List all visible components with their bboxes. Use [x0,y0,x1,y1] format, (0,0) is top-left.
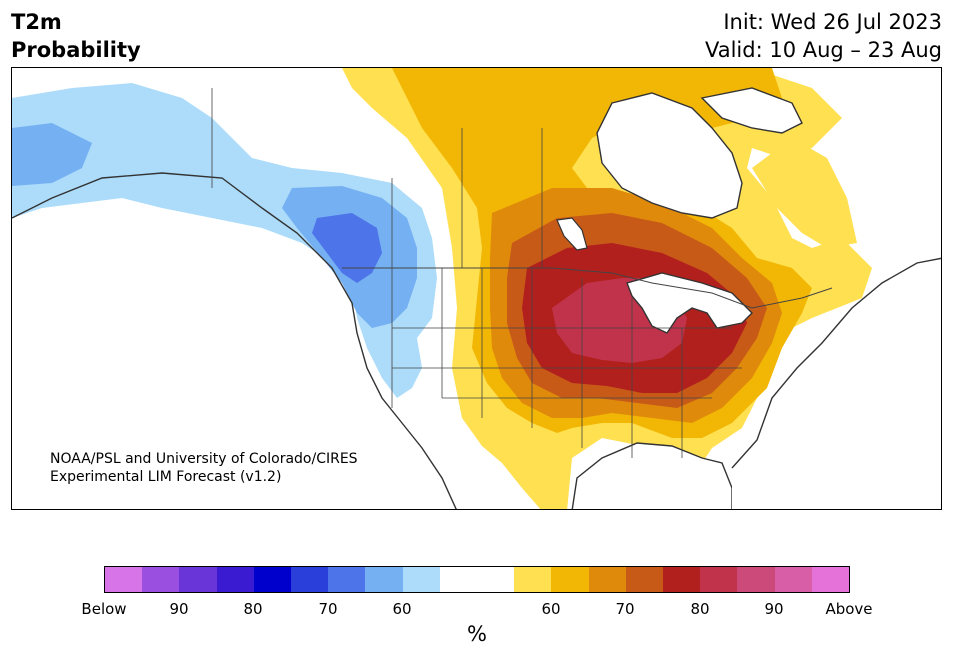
credit-text: NOAA/PSL and University of Colorado/CIRE… [50,450,358,486]
colorbar-segment [477,567,515,592]
east-coastline [731,257,941,469]
colorbar-segment [551,567,589,592]
colorbar-segment [663,567,701,592]
valid-range: Valid: 10 Aug – 23 Aug [704,38,942,62]
state-lines [391,268,742,458]
colorbar-segment [625,567,664,592]
colorbar-segment [291,567,329,592]
hudson-strait [700,87,803,134]
hudson-bay [596,92,743,219]
tick-above-90: 90 [764,600,784,618]
tick-above-60: 60 [541,600,561,618]
prob-above-60-labrador [752,138,857,248]
us-canada-border [342,267,833,309]
colorbar-segment [737,567,775,592]
variable-label: T2m [11,10,62,34]
forecast-dates: Init: Wed 26 Jul 2023 Valid: 10 Aug – 23… [705,8,942,64]
colorbar-segment [700,567,738,592]
colorbar-unit-label: % [467,622,487,646]
map-canvas [12,68,941,509]
great-lakes [626,272,753,334]
prob-below-70 [12,123,92,186]
tick-above-80: 80 [690,600,710,618]
colorbar-segment [588,567,626,592]
colorbar-segment [328,567,366,592]
tick-below: Below [81,600,127,618]
lake-winnipeg [556,217,588,251]
subtitle-label: Probability [11,38,141,62]
colorbar-segment [514,567,552,592]
atlantic-ocean [732,263,941,509]
colorbar-segment [439,567,478,592]
colorbar [104,566,850,593]
colorbar-segment [179,567,217,592]
colorbar-segment [365,567,403,592]
colorbar-segment [216,567,254,592]
province-lines [211,88,543,268]
forecast-map: NOAA/PSL and University of Colorado/CIRE… [11,67,942,510]
credit-line-2: Experimental LIM Forecast (v1.2) [50,469,282,485]
colorbar-segment [811,567,850,592]
colorbar-segment [105,567,143,592]
colorbar-segment [402,567,440,592]
tick-above: Above [825,600,873,618]
colorbar-segment [774,567,812,592]
tick-above-70: 70 [615,600,635,618]
colorbar-segment [253,567,292,592]
tick-below-60: 60 [392,600,412,618]
credit-line-1: NOAA/PSL and University of Colorado/CIRE… [50,451,358,467]
map-title: T2m Probability [11,8,141,64]
tick-below-70: 70 [318,600,338,618]
prob-below-60 [12,83,437,398]
west-coastline [12,172,457,509]
prob-below-80 [312,213,382,283]
colorbar-segment [142,567,180,592]
tick-below-80: 80 [243,600,263,618]
init-date: Init: Wed 26 Jul 2023 [723,10,942,34]
tick-below-90: 90 [169,600,189,618]
